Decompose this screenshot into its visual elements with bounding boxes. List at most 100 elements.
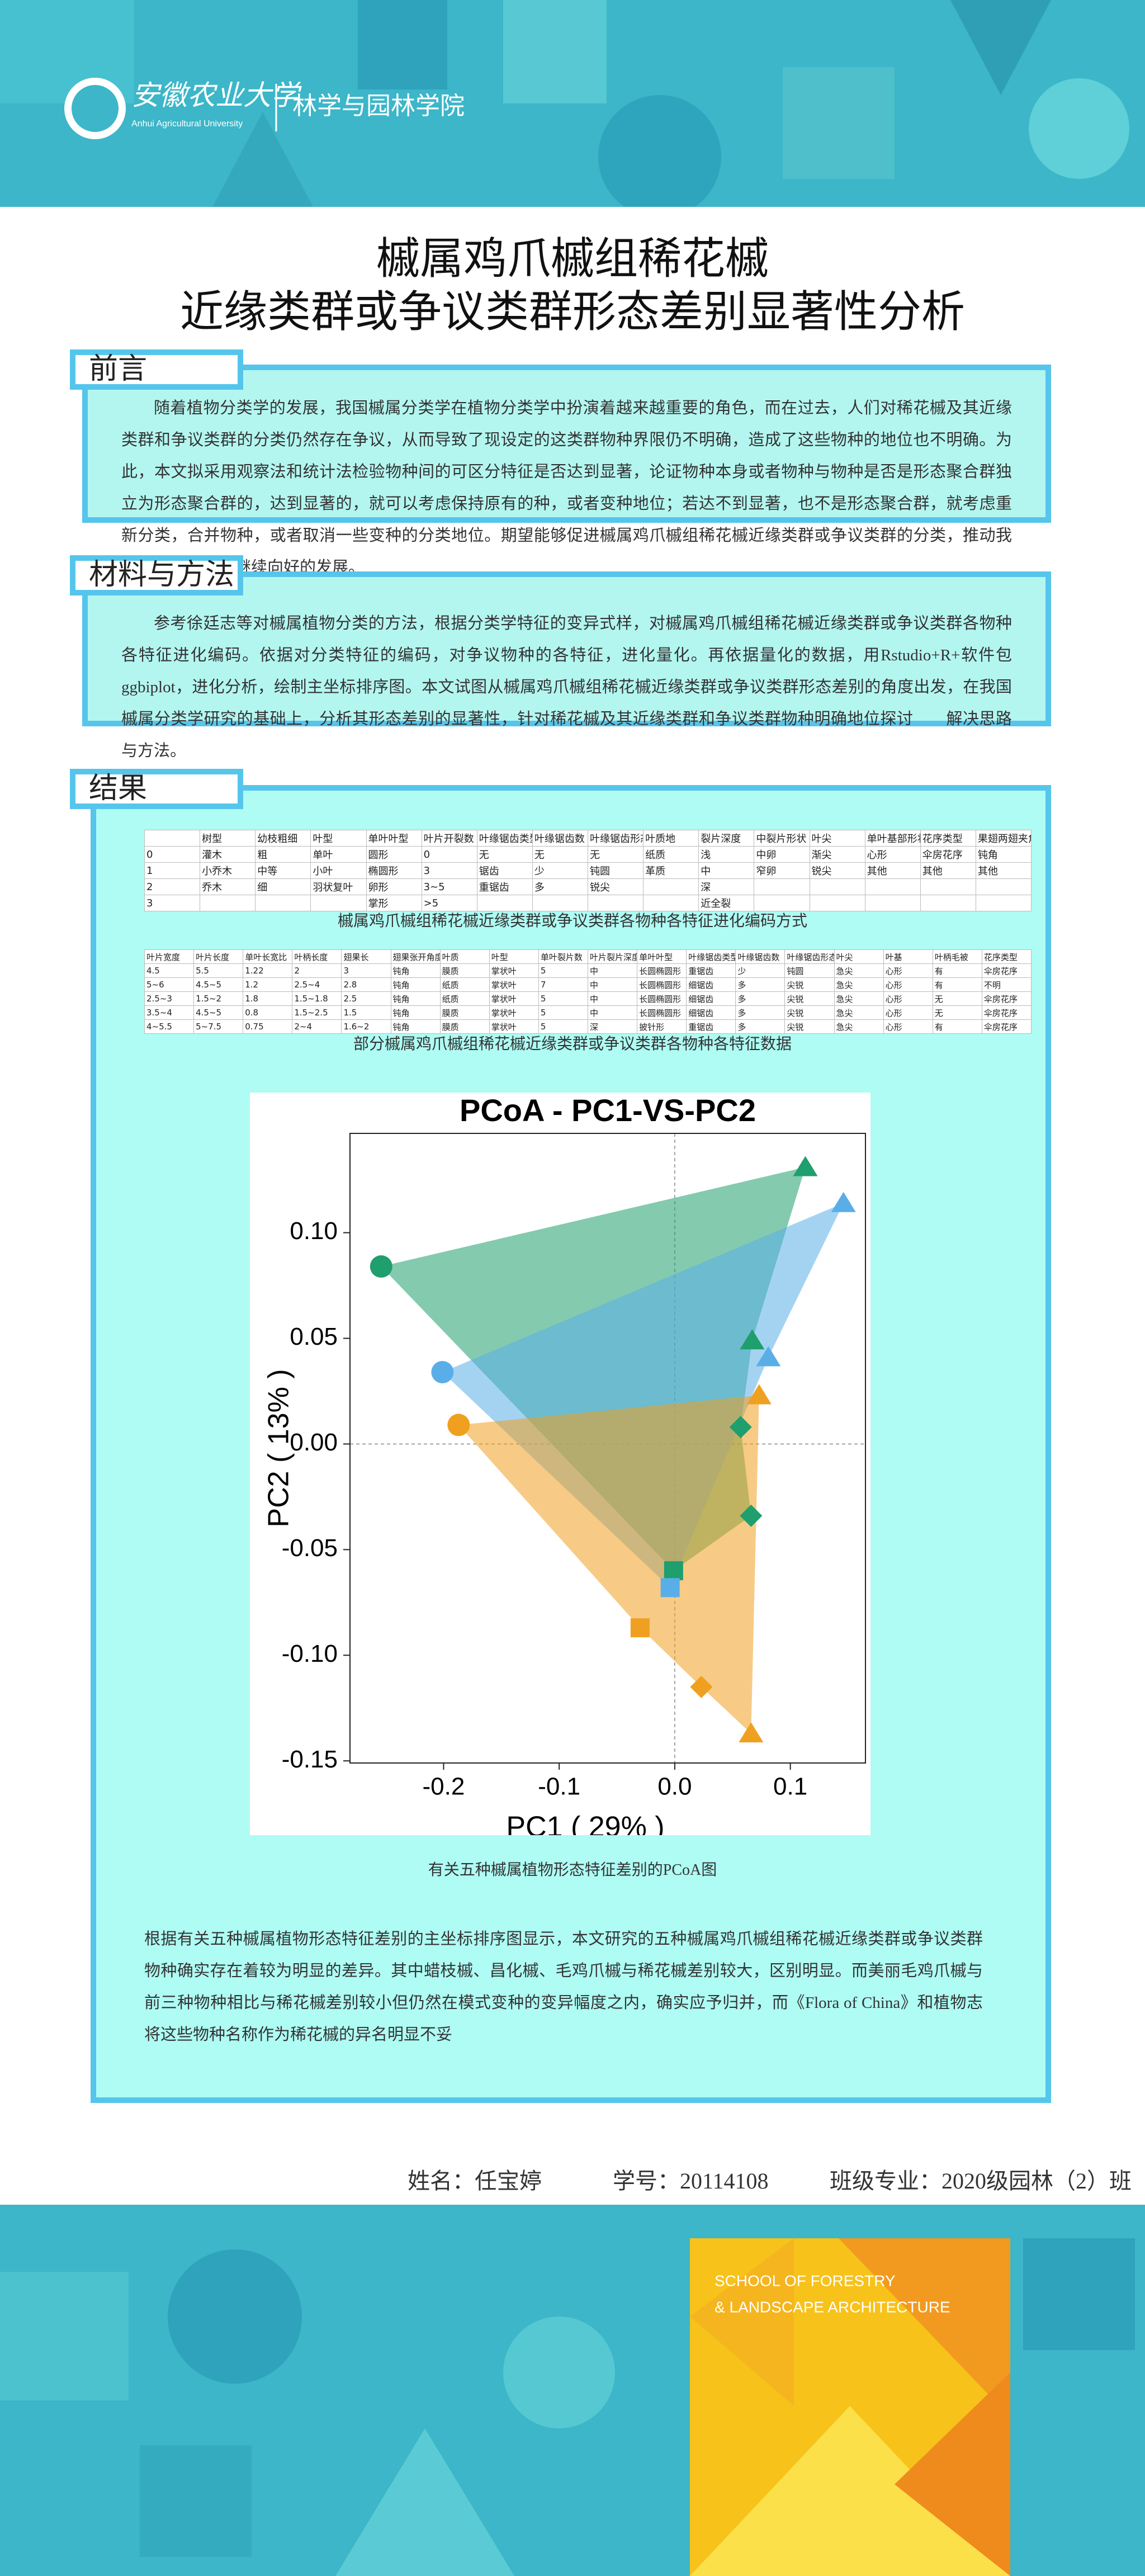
table-cell: 钝角 <box>390 991 441 1006</box>
table-cell: 5.5 <box>193 963 244 978</box>
table-cell: 单叶长宽比 <box>243 949 293 964</box>
y-tick-label: 0.05 <box>290 1323 338 1350</box>
university-en: Anhui Agricultural University <box>131 119 243 129</box>
table-cell: 叶缘锯齿数 <box>532 830 589 847</box>
footer-banner: SCHOOL OF FORESTRY & LANDSCAPE ARCHITECT… <box>0 2205 1145 2576</box>
table-cell: 有 <box>932 963 982 978</box>
table-cell: 掌状叶 <box>489 991 539 1006</box>
table-cell: 7 <box>538 977 588 992</box>
table-cell: 乔木 <box>200 878 256 895</box>
point <box>740 1329 765 1350</box>
table-row: 1 小乔木 中等 小叶 椭圆形 3 锯齿少钝圆 革质中窄卵 锐尖 其他 其他 其他 <box>144 862 1032 879</box>
x-tick-label: 0.0 <box>657 1773 692 1800</box>
point <box>690 1675 713 1698</box>
table-cell <box>476 895 533 911</box>
table-cell: 叶质地 <box>643 830 699 847</box>
conclusion: 根据有关五种槭属植物形态特征差别的主坐标排序图显示，本文研究的五种槭属鸡爪槭组稀… <box>144 1930 983 2044</box>
table-cell: 掌状叶 <box>489 1005 539 1020</box>
table-cell: 其他 <box>920 862 976 879</box>
table-cell: 少 <box>735 963 786 978</box>
point <box>793 1156 818 1176</box>
table-cell: 钝角 <box>975 846 1032 863</box>
table-cell: 多 <box>532 878 589 895</box>
table-row: 2.5~3 1.5~2 1.8 1.5~1.8 2.5 钝角 纸质 掌状叶 5 中长圆椭圆形 细锯齿… <box>144 991 1032 1006</box>
table-cell <box>809 878 865 895</box>
x-tick-label: -0.1 <box>538 1773 580 1800</box>
table-cell: 伞房花序 <box>981 963 1032 978</box>
table-cell: 叶片裂片深度 <box>587 949 638 964</box>
school-en: & LANDSCAPE ARCHITECTURE <box>715 2298 950 2315</box>
table-cell: 叶片宽度 <box>144 949 195 964</box>
table-cell: 纸质 <box>643 846 699 863</box>
table-cell: 掌状叶 <box>489 963 539 978</box>
table-cell: 1.5~1.8 <box>292 991 342 1006</box>
table-cell: 心形 <box>864 846 921 863</box>
table-cell: 2 <box>292 963 342 978</box>
table-cell: 3 <box>341 963 391 978</box>
table-cell: 1.6~2 <box>341 1019 391 1034</box>
table-cell: 叶缘锯齿类型 <box>476 830 533 847</box>
table-cell: 纸质 <box>439 991 490 1006</box>
table-cell: 细 <box>255 878 311 895</box>
x-tick-label: 0.1 <box>773 1773 807 1800</box>
table-cell: 4.5~5 <box>193 1005 244 1020</box>
table-cell: 膜质 <box>439 1005 490 1020</box>
table-cell: 心形 <box>883 1005 933 1020</box>
table-row: 2 乔木细羽状复叶 卵形 3~5 重锯齿多锐尖 深 <box>144 878 1032 895</box>
table-cell: 裂片深度 <box>698 830 755 847</box>
table-cell: 掌状叶 <box>489 1019 539 1034</box>
results-heading: 结果 <box>70 769 243 809</box>
student-class: 班级专业：2020级园林（2）班 <box>830 2168 1132 2194</box>
table-cell: 钝角 <box>390 1005 441 1020</box>
plot-frame <box>349 1133 866 1764</box>
table-cell: 纸质 <box>439 977 490 992</box>
table-cell <box>975 878 1032 895</box>
table-cell: 叶型 <box>310 830 367 847</box>
table-cell: 深 <box>587 1019 638 1034</box>
table-caption: 槭属鸡爪槭组稀花槭近缘类群或争议类群各物种各特征进化编码方式 <box>337 913 807 930</box>
table-cell: 其他 <box>864 862 921 879</box>
table-cell: 深 <box>698 878 755 895</box>
table-cell: 0 <box>421 846 477 863</box>
table-cell: 5 <box>538 963 588 978</box>
point <box>739 1722 764 1743</box>
table-cell: 3 <box>144 895 201 911</box>
table-cell: 锐尖 <box>809 862 865 879</box>
table-cell: 翅果长 <box>341 949 391 964</box>
table-cell: 急尖 <box>834 1005 884 1020</box>
title-line: 近缘类群或争议类群形态差别显著性分析 <box>179 287 965 336</box>
intro-text: 随着植物分类学的发展，我国槭属分类学在植物分类学中扮演着越来越重要的角色，而在过… <box>121 399 1012 576</box>
table-cell: 1.5~2.5 <box>292 1005 342 1020</box>
data-table: 叶片宽度 叶片长度 单叶长宽比 叶柄长度 翅果长 翅果张开角度 叶质 叶型 单叶裂片数 叶片裂片深… <box>144 949 1032 1034</box>
table-cell <box>200 895 256 911</box>
table-cell <box>975 895 1032 911</box>
table-cell: 卵形 <box>366 878 422 895</box>
table-cell <box>587 895 644 911</box>
table-cell: 无 <box>476 846 533 863</box>
table-cell: 中 <box>587 1005 638 1020</box>
table-cell: 急尖 <box>834 963 884 978</box>
table-cell: 锐尖 <box>587 878 644 895</box>
table-cell: 披针形 <box>637 1019 687 1034</box>
table-cell: 中卵 <box>754 846 810 863</box>
table-row: 0 灌木粗单叶 圆形 0 无无无纸质浅中卵 渐尖 心形 伞房花序 钝角 <box>144 846 1032 863</box>
table-cell: 叶缘锯齿数 <box>735 949 786 964</box>
point <box>660 1578 680 1597</box>
table-cell <box>754 895 810 911</box>
y-axis-label: PC2 ( 13% ) <box>263 1369 295 1527</box>
table-cell: 叶缘锯齿形态 <box>587 830 644 847</box>
table-cell: 叶片长度 <box>193 949 244 964</box>
table-cell: 灌木 <box>200 846 256 863</box>
table-cell: 重锯齿 <box>476 878 533 895</box>
table-cell: 中 <box>587 977 638 992</box>
table-cell: 掌状叶 <box>489 977 539 992</box>
table-cell: 1 <box>144 862 201 879</box>
student-name: 姓名：任宝婷 <box>408 2168 542 2194</box>
table-cell: 中裂片形状 <box>754 830 810 847</box>
table-cell: 翅果张开角度 <box>390 949 441 964</box>
table-cell: 5~7.5 <box>193 1019 244 1034</box>
table-cell: 单叶裂片数 <box>538 949 588 964</box>
table-cell: 叶柄毛被 <box>932 949 982 964</box>
methods-text: 参考徐廷志等对槭属植物分类的方法，根据分类学特征的变异式样，对槭属鸡爪槭组稀花槭… <box>121 615 1012 760</box>
